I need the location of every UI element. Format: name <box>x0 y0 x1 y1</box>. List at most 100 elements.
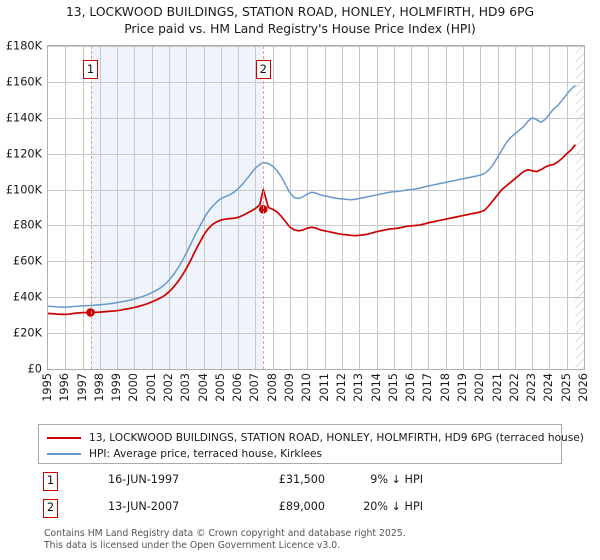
y-axis-labels: £0 £20K £40K £60K £80K £100K £120K £140K £160K £1… <box>0 40 45 376</box>
x-axis-tick-label: 2005 <box>213 373 227 402</box>
gridline-vertical <box>220 46 222 369</box>
series-line <box>47 84 576 309</box>
x-axis-tick-label: 2017 <box>421 373 435 402</box>
y-axis-tick-label: £40K <box>13 290 42 304</box>
x-axis-tick-label: 2003 <box>179 373 193 402</box>
x-axis-tick-label: 2008 <box>265 373 279 402</box>
transaction-marker-label[interactable]: 1 <box>83 60 99 79</box>
table-row[interactable]: 2 13-JUN-2007 £89,000 20% ↓ HPI <box>38 498 562 525</box>
x-axis-tick-label: 2024 <box>542 373 556 402</box>
transaction-marker-label[interactable]: 2 <box>255 60 271 79</box>
x-axis-tick-label: 2002 <box>162 373 176 402</box>
y-axis-tick-label: £180K <box>5 39 42 53</box>
x-axis-tick-label: 1996 <box>58 373 72 402</box>
x-axis-tick-label: 2009 <box>283 373 297 402</box>
gridline-vertical <box>82 46 84 369</box>
gridline-horizontal <box>48 46 584 47</box>
gridline-vertical <box>428 46 430 369</box>
x-axis-tick-label: 1998 <box>92 373 106 402</box>
gridline-horizontal <box>48 189 584 191</box>
gridline-vertical <box>99 46 101 369</box>
gridline-vertical <box>117 46 119 369</box>
gridline-vertical <box>238 46 240 369</box>
gridline-vertical <box>359 46 361 369</box>
gridline-vertical <box>393 46 395 369</box>
x-axis-tick-label: 2019 <box>455 373 469 402</box>
y-axis-tick-label: £140K <box>5 111 42 125</box>
footer-line-2: This data is licensed under the Open Gov… <box>44 539 341 551</box>
y-axis-tick-label: £60K <box>13 254 42 268</box>
series-line <box>47 144 577 316</box>
transaction-delta-2: 20% ↓ HPI <box>363 500 423 513</box>
gridline-vertical <box>549 46 551 369</box>
transaction-price-2: £89,000 <box>278 500 325 513</box>
title-line-1: 13, LOCKWOOD BUILDINGS, STATION ROAD, HO… <box>65 5 535 19</box>
gridline-horizontal <box>48 297 584 299</box>
transaction-badge-2: 2 <box>43 499 58 518</box>
y-axis-tick-label: £20K <box>13 326 42 340</box>
x-axis-tick-label: 2014 <box>369 373 383 402</box>
transaction-marker-line <box>263 46 265 369</box>
gridline-vertical <box>445 46 447 369</box>
gridline-vertical <box>497 46 499 369</box>
x-axis-tick-label: 1999 <box>110 373 124 402</box>
gridline-vertical <box>169 46 171 369</box>
legend-item-hpi: HPI: Average price, terraced house, Kirk… <box>47 446 553 462</box>
y-axis-tick-label: £160K <box>5 75 42 89</box>
highlight-band <box>90 46 264 369</box>
legend-item-price-paid: 13, LOCKWOOD BUILDINGS, STATION ROAD, HO… <box>47 430 584 446</box>
x-axis-tick-label: 2015 <box>386 373 400 402</box>
transaction-badge-1: 1 <box>43 472 58 491</box>
transaction-date-1: 16-JUN-1997 <box>108 473 180 486</box>
page-title: 13, LOCKWOOD BUILDINGS, STATION ROAD, HO… <box>0 4 600 38</box>
x-axis-tick-label: 2021 <box>490 373 504 402</box>
y-axis-tick-label: £80K <box>13 218 42 232</box>
gridline-vertical <box>411 46 413 369</box>
gridline-vertical <box>203 46 205 369</box>
gridline-vertical <box>480 46 482 369</box>
title-line-2: Price paid vs. HM Land Registry's House … <box>124 22 476 36</box>
gridline-vertical <box>186 46 188 369</box>
gridline-horizontal <box>48 81 584 83</box>
x-axis-tick-label: 2004 <box>196 373 210 402</box>
x-axis-tick-label: 2000 <box>127 373 141 402</box>
x-axis-tick-label: 2025 <box>559 373 573 402</box>
x-axis-tick-label: 2023 <box>525 373 539 402</box>
x-axis-tick-label: 1995 <box>41 373 54 402</box>
gridline-vertical <box>532 46 534 369</box>
x-axis-tick-label: 2020 <box>473 373 487 402</box>
gridline-vertical <box>566 46 568 369</box>
gridline-vertical <box>341 46 343 369</box>
legend-swatch-hpi <box>47 453 81 455</box>
table-row[interactable]: 1 16-JUN-1997 £31,500 9% ↓ HPI <box>38 471 562 498</box>
x-axis-tick-label: 2022 <box>507 373 521 402</box>
x-axis-tick-label: 2012 <box>334 373 348 402</box>
x-axis-tick-label: 2010 <box>300 373 314 402</box>
x-axis-tick-label: 2006 <box>231 373 245 402</box>
transactions-table: 1 16-JUN-1997 £31,500 9% ↓ HPI 2 13-JUN-… <box>38 471 562 525</box>
transaction-delta-1: 9% ↓ HPI <box>370 473 423 486</box>
x-axis-tick-label: 2013 <box>352 373 366 402</box>
chart-area: £0 £20K £40K £60K £80K £100K £120K £140K £160K £1… <box>0 40 600 402</box>
gridline-vertical <box>272 46 274 369</box>
gridline-horizontal <box>48 333 584 335</box>
footer-attribution: Contains HM Land Registry data © Crown c… <box>44 528 584 551</box>
x-axis-tick-label: 2001 <box>144 373 158 402</box>
x-axis-tick-label: 2018 <box>438 373 452 402</box>
y-axis-tick-label: £100K <box>5 183 42 197</box>
x-axis-tick-label: 2007 <box>248 373 262 402</box>
gridline-vertical <box>324 46 326 369</box>
x-axis-labels: 1995 1996 1997 1998 1999 2000 2001 2002 2003 2004… <box>41 373 590 418</box>
gridline-vertical <box>307 46 309 369</box>
gridline-horizontal <box>48 153 584 155</box>
transaction-price-1: £31,500 <box>278 473 325 486</box>
legend: 13, LOCKWOOD BUILDINGS, STATION ROAD, HO… <box>38 424 584 464</box>
gridline-vertical <box>151 46 153 369</box>
gridline-vertical <box>65 46 67 369</box>
gridline-vertical <box>376 46 378 369</box>
transaction-marker-line <box>90 46 92 369</box>
x-axis-tick-label: 2011 <box>317 373 331 402</box>
y-axis-tick-label: £120K <box>5 147 42 161</box>
